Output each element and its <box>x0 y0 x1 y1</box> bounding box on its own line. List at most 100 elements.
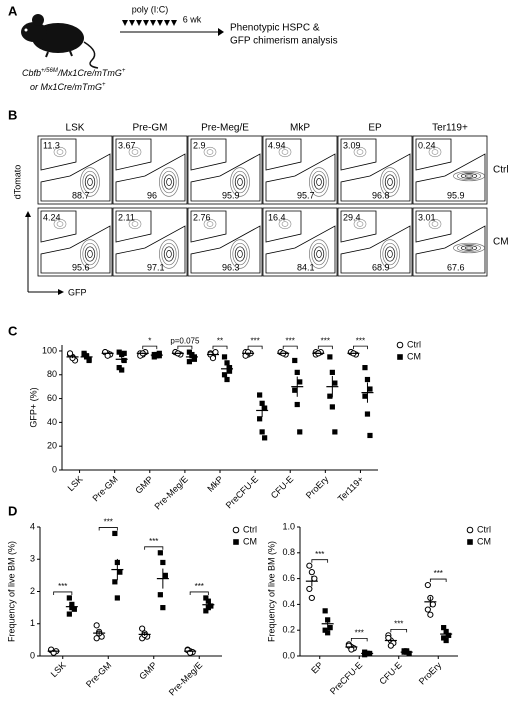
contour <box>281 149 289 155</box>
contour <box>281 221 289 227</box>
contour <box>278 218 292 230</box>
contour <box>80 239 100 269</box>
column-label: EP <box>368 123 382 134</box>
contour <box>313 246 325 262</box>
contour <box>316 178 322 186</box>
data-point <box>364 376 371 383</box>
contour <box>206 221 214 227</box>
x-tick-label: Pre-GM <box>90 474 119 503</box>
data-point <box>257 416 263 422</box>
contour <box>230 167 250 197</box>
significance-label: *** <box>250 336 259 345</box>
data-point <box>160 559 166 566</box>
contour <box>428 218 442 230</box>
data-point <box>292 357 298 364</box>
data-point <box>257 392 263 398</box>
gate <box>190 225 261 274</box>
contour <box>353 146 367 158</box>
data-point <box>292 387 298 393</box>
contour <box>53 218 67 230</box>
data-point <box>306 562 313 569</box>
contour <box>56 221 64 227</box>
contour <box>428 146 442 158</box>
data-point <box>203 595 209 601</box>
y-axis-label: dTomato <box>12 165 22 200</box>
contour <box>453 242 485 254</box>
x-tick-label: Pre-GM <box>84 660 113 689</box>
data-point <box>224 360 230 366</box>
legend-marker <box>397 354 403 360</box>
contour <box>384 174 396 190</box>
x-tick-label: PreCFU-E <box>224 474 260 510</box>
gate-percent: 96.3 <box>222 262 240 272</box>
contour <box>166 250 172 258</box>
significance-label: *** <box>149 537 158 546</box>
x-tick-label: ProEry <box>304 474 331 501</box>
y-tick-label: 4 <box>30 521 35 531</box>
contour <box>80 167 100 197</box>
x-tick-label: EP <box>309 660 325 676</box>
data-point <box>162 572 168 578</box>
genotype-sup: + <box>102 82 106 88</box>
significance-label: *** <box>356 336 365 345</box>
data-point <box>139 625 146 632</box>
data-point <box>367 432 373 439</box>
genotype: or Mx1Cre/mTmG+ <box>30 82 106 93</box>
duration-label: 6 wk <box>183 14 202 24</box>
contour <box>387 250 393 258</box>
significance-bracket <box>144 546 164 550</box>
legend-marker <box>466 526 474 534</box>
x-tick-label: PreCFU-E <box>328 660 364 696</box>
row-label: CM <box>493 237 509 248</box>
y-tick-label: 0 <box>30 650 35 660</box>
genotype-sup: +/56M <box>41 68 58 74</box>
y-axis-label: GFP+ (%) <box>28 387 38 427</box>
column-label: LSK <box>66 123 85 134</box>
contour <box>131 221 139 227</box>
data-point <box>119 367 125 373</box>
gate <box>40 153 111 202</box>
data-point <box>327 354 333 360</box>
data-point <box>332 380 338 386</box>
contour <box>237 178 243 186</box>
panel-letter: A <box>8 3 18 18</box>
x-tick-label: CFU-E <box>269 474 296 501</box>
x-tick-label: LSK <box>49 660 68 679</box>
data-point <box>322 608 328 614</box>
y-tick-label: 0.8 <box>282 547 295 557</box>
gate-percent: 95.9 <box>447 190 465 200</box>
data-point <box>387 642 394 649</box>
plot-frame <box>187 207 263 277</box>
contour <box>159 239 179 269</box>
gate-percent: 4.24 <box>43 212 61 222</box>
contour <box>356 221 364 227</box>
data-point <box>114 595 120 601</box>
outcome-line: Phenotypic HSPC & <box>230 23 320 34</box>
contour <box>464 246 474 250</box>
contour <box>230 239 250 269</box>
contour <box>84 174 96 190</box>
significance-bracket <box>317 345 333 350</box>
contour <box>203 218 217 230</box>
data-point <box>362 365 368 371</box>
legend-label: CM <box>407 351 421 361</box>
significance-label: ** <box>217 336 223 345</box>
data-point <box>329 404 335 410</box>
contour <box>128 218 142 230</box>
gate <box>190 153 261 202</box>
gate-percent: 95.9 <box>222 190 240 200</box>
data-point <box>121 350 127 356</box>
gate-percent: 67.6 <box>447 262 465 272</box>
arrow-head <box>58 289 64 295</box>
data-point <box>362 393 368 399</box>
gate <box>265 138 302 171</box>
significance-bracket <box>177 345 193 350</box>
significance-bracket <box>390 628 408 633</box>
legend-marker <box>232 526 240 534</box>
data-point <box>221 372 228 378</box>
data-point <box>424 581 431 589</box>
contour <box>382 170 398 194</box>
y-tick-label: 1 <box>30 618 35 628</box>
contour <box>311 170 327 194</box>
contour <box>166 178 172 186</box>
